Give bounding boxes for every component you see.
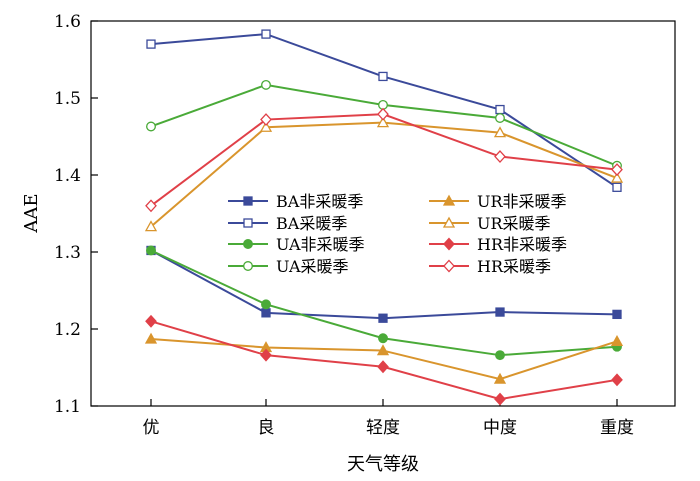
data-point [261,79,271,90]
data-point [493,372,507,384]
series-group [146,29,622,192]
data-point [376,344,390,356]
data-point [378,313,388,323]
y-axis-ticks: 1.1 1.2 1.3 1.4 1.5 1.6 [54,12,98,417]
y-tick-label: 1.5 [54,89,81,109]
legend-marker [442,194,456,206]
series-line [150,320,618,401]
data-point [377,360,389,374]
legend-marker [243,261,253,271]
series-line [150,338,618,381]
x-axis-title: 天气等级 [347,454,419,475]
data-point [144,332,158,344]
legend-label: BA采暖季 [276,214,347,233]
series-layer [144,29,624,406]
data-point [611,163,623,177]
x-tick-label: 重度 [600,418,634,438]
data-point [495,307,505,317]
data-point [612,309,622,320]
legend-marker [243,218,253,228]
legend-item: UA非采暖季 [228,235,365,254]
data-point [493,126,507,138]
legend-item: BA非采暖季 [228,192,363,211]
data-point [377,107,389,121]
legend-label: HR非采暖季 [477,235,567,254]
legend-label: UA非采暖季 [276,235,365,254]
data-point [261,308,271,318]
y-tick-label: 1.2 [54,320,81,340]
data-point [495,104,505,115]
legend-item: HR采暖季 [429,257,551,276]
x-tick-label: 优 [143,418,160,438]
data-point [259,120,273,132]
data-point [494,150,506,163]
data-point [611,373,623,387]
legend-item: BA采暖季 [228,214,347,233]
data-point [612,182,622,192]
data-point [260,113,272,127]
data-point [260,348,272,362]
series-group [145,314,623,406]
data-point [146,245,156,256]
data-point [378,333,388,344]
data-point [261,29,271,39]
y-axis-title: AAE [21,193,42,233]
legend-marker [243,196,253,206]
y-tick-label: 1.1 [54,397,81,417]
legend-label: HR采暖季 [477,257,551,276]
data-point [376,116,390,128]
legend-marker [443,259,455,273]
legend-marker [243,239,253,249]
data-point [144,220,158,232]
legend-label: UA采暖季 [276,257,349,276]
legend-label: BA非采暖季 [276,192,363,211]
legend-label: UR非采暖季 [477,192,567,211]
data-point [378,71,388,82]
x-tick-label: 轻度 [366,418,400,438]
legend-item: UA采暖季 [228,257,349,276]
legend-item: HR非采暖季 [429,235,567,254]
data-point [495,350,505,361]
legend-label: UR采暖季 [477,214,551,233]
y-tick-label: 1.3 [54,243,81,263]
series-group [144,116,624,232]
data-point [610,334,624,346]
x-tick-label: 良 [258,418,275,438]
data-point [261,299,271,310]
legend-marker [443,237,455,251]
legend-item: UR采暖季 [429,214,551,233]
data-point [495,113,505,123]
series-group [145,107,623,213]
y-tick-label: 1.6 [54,12,81,32]
data-point [145,314,157,328]
data-point [145,199,157,213]
legend: BA非采暖季 BA采暖季 UA非采暖季 UA采暖季 UR非采暖季 UR采暖季 HR非采暖季 H… [228,192,567,276]
x-axis-ticks: 优 良 轻度 中度 重度 [143,399,634,438]
data-point [610,171,624,183]
x-tick-label: 中度 [483,418,517,438]
y-tick-label: 1.4 [54,166,81,186]
series-group [146,245,622,361]
data-point [494,392,506,406]
data-point [146,39,156,49]
legend-marker [442,216,456,228]
data-point [146,121,156,132]
legend-item: UR非采暖季 [429,192,567,211]
